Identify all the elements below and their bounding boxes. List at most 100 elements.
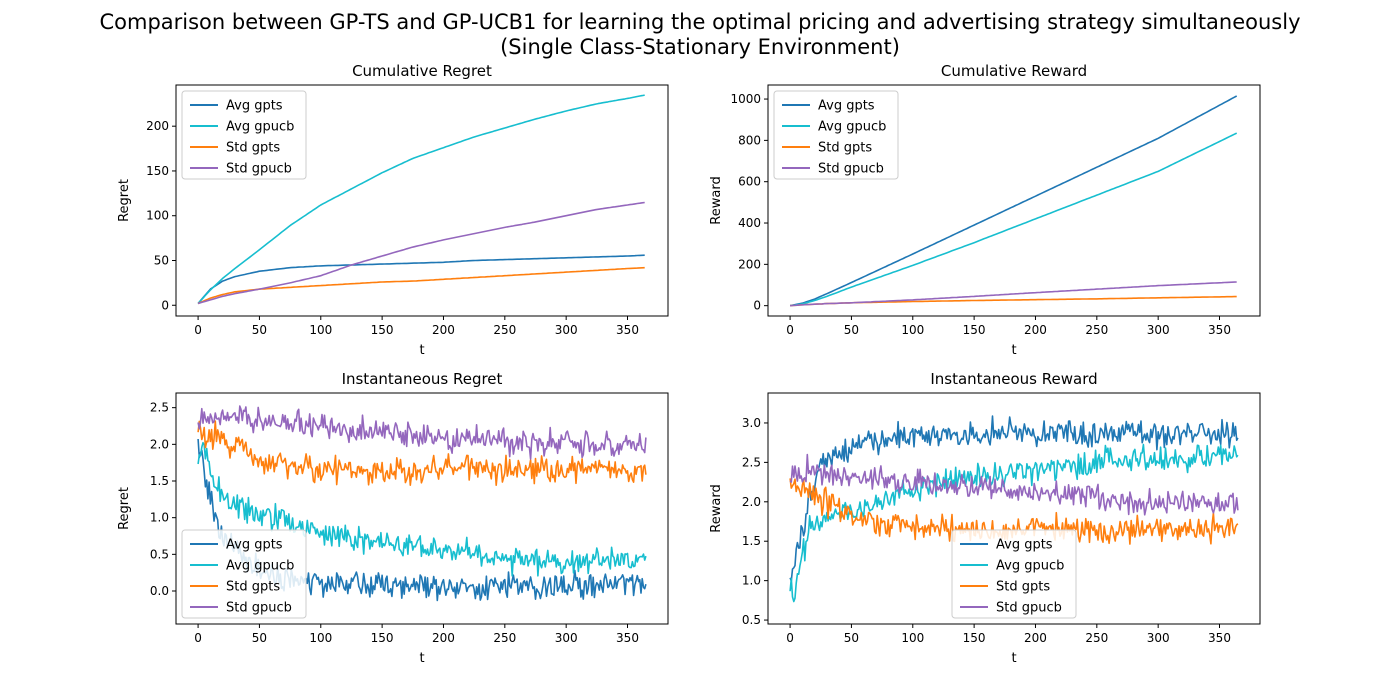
x-tick-label: 200 (432, 323, 455, 337)
x-tick-label: 250 (1085, 631, 1108, 645)
y-tick-label: 0.5 (742, 613, 761, 627)
series-line-avg-gpucb (197, 441, 647, 577)
y-tick-label: 400 (738, 216, 761, 230)
legend-label: Avg gpucb (818, 120, 886, 135)
y-tick-label: 2.5 (742, 455, 761, 469)
figure-subtitle: (Single Class-Stationary Environment) (500, 35, 900, 59)
x-tick-label: 100 (309, 631, 332, 645)
x-tick-label: 150 (963, 323, 986, 337)
x-tick-label: 50 (252, 631, 267, 645)
x-tick-label: 300 (555, 631, 578, 645)
y-tick-label: 1000 (730, 92, 761, 106)
chart-panel-1: 0 50 100 150 200 250 300 350 0 50 100 150 200 Cumulat… (117, 62, 669, 358)
y-tick-label: 0.0 (150, 584, 169, 598)
chart-title: Instantaneous Regret (342, 370, 503, 388)
series-line-std-gpucb (790, 281, 1237, 307)
series-line-avg-gpts (789, 415, 1239, 582)
x-axis-label: t (1011, 651, 1016, 666)
y-axis-label: Reward (709, 484, 724, 532)
series-line-std-gpts (790, 295, 1237, 307)
y-tick-label: 0 (753, 299, 761, 313)
y-tick-label: 150 (146, 164, 169, 178)
y-tick-label: 0 (161, 298, 169, 312)
legend-label: Avg gpts (818, 99, 875, 114)
chart-panel-4: 0 50 100 150 200 250 300 350 0.5 1.0 1.5 2.0 2.5 3.0 I… (709, 370, 1261, 666)
x-axis-label: t (419, 651, 424, 666)
x-tick-label: 0 (786, 631, 794, 645)
series-line-std-gpucb (789, 453, 1239, 516)
x-tick-label: 100 (901, 323, 924, 337)
chart-title: Cumulative Regret (352, 62, 492, 80)
y-tick-label: 2.0 (150, 437, 169, 451)
chart-title: Instantaneous Reward (930, 370, 1097, 388)
legend-box (181, 90, 307, 180)
y-tick-label: 1.5 (150, 474, 169, 488)
y-tick-label: 2.0 (742, 495, 761, 509)
x-axis-label: t (1011, 343, 1016, 358)
chart-panel-2: 0 50 100 150 200 250 300 350 0 200 400 600 800 1000 Cu… (709, 62, 1261, 358)
x-tick-label: 350 (1208, 631, 1231, 645)
plot-frame (175, 84, 669, 317)
legend-label: Std gpucb (818, 162, 884, 177)
series-line-std-gpts (197, 266, 645, 305)
chart-title: Cumulative Reward (941, 62, 1087, 80)
x-tick-label: 100 (901, 631, 924, 645)
x-tick-label: 50 (844, 631, 859, 645)
x-tick-label: 250 (493, 323, 516, 337)
y-tick-label: 2.5 (150, 401, 169, 415)
figure-title: Comparison between GP-TS and GP-UCB1 for… (99, 10, 1301, 34)
plot-frame (767, 84, 1261, 317)
x-tick-label: 300 (1147, 631, 1170, 645)
y-tick-label: 50 (154, 253, 169, 267)
y-axis-label: Reward (709, 176, 724, 224)
legend-label: Avg gpts (996, 538, 1053, 553)
y-axis-label: Regret (117, 487, 132, 530)
legend: Avg gpts Avg gpucb Std gpts Std gpucb (773, 90, 899, 180)
y-tick-label: 0.5 (150, 547, 169, 561)
legend-box (181, 529, 307, 619)
x-tick-label: 200 (1024, 323, 1047, 337)
y-tick-label: 800 (738, 133, 761, 147)
series-line-avg-gpts (789, 95, 1238, 307)
series-line-avg-gpucb (789, 443, 1239, 603)
x-tick-label: 300 (1147, 323, 1170, 337)
series-line-avg-gpucb (789, 132, 1238, 307)
legend: Avg gpts Avg gpucb Std gpts Std gpucb (181, 90, 307, 180)
legend-label: Std gpts (818, 141, 872, 156)
x-tick-label: 0 (786, 323, 794, 337)
y-tick-label: 1.0 (742, 574, 761, 588)
legend-label: Std gpucb (226, 601, 292, 616)
chart-panel-3: 0 50 100 150 200 250 300 350 0.0 0.5 1.0 1.5 2.0 2.5 I… (117, 370, 669, 666)
series-line-avg-gpucb (197, 94, 645, 305)
y-tick-label: 600 (738, 175, 761, 189)
x-tick-label: 350 (616, 323, 639, 337)
legend-label: Std gpts (226, 580, 280, 595)
series-line-std-gpts (197, 420, 647, 486)
y-tick-label: 1.5 (742, 534, 761, 548)
series-line-std-gpucb (197, 405, 647, 460)
legend-label: Avg gpts (226, 99, 283, 114)
legend: Avg gpts Avg gpucb Std gpts Std gpucb (951, 529, 1077, 619)
x-tick-label: 350 (616, 631, 639, 645)
legend-label: Std gpucb (996, 601, 1062, 616)
x-tick-label: 0 (194, 631, 202, 645)
series-line-std-gpts (789, 478, 1239, 545)
legend-label: Avg gpucb (226, 120, 294, 135)
legend-label: Std gpucb (226, 162, 292, 177)
y-tick-label: 200 (146, 119, 169, 133)
y-tick-label: 3.0 (742, 416, 761, 430)
x-axis-label: t (419, 343, 424, 358)
series-line-std-gpucb (197, 201, 645, 305)
x-tick-label: 150 (371, 323, 394, 337)
x-tick-label: 300 (555, 323, 578, 337)
x-tick-label: 150 (963, 631, 986, 645)
x-tick-label: 50 (844, 323, 859, 337)
series-line-avg-gpts (197, 254, 645, 305)
legend-label: Std gpts (226, 141, 280, 156)
legend-label: Avg gpucb (996, 559, 1064, 574)
plot-frame (175, 392, 669, 625)
y-tick-label: 200 (738, 257, 761, 271)
x-tick-label: 350 (1208, 323, 1231, 337)
legend-label: Avg gpts (226, 538, 283, 553)
x-tick-label: 200 (1024, 631, 1047, 645)
